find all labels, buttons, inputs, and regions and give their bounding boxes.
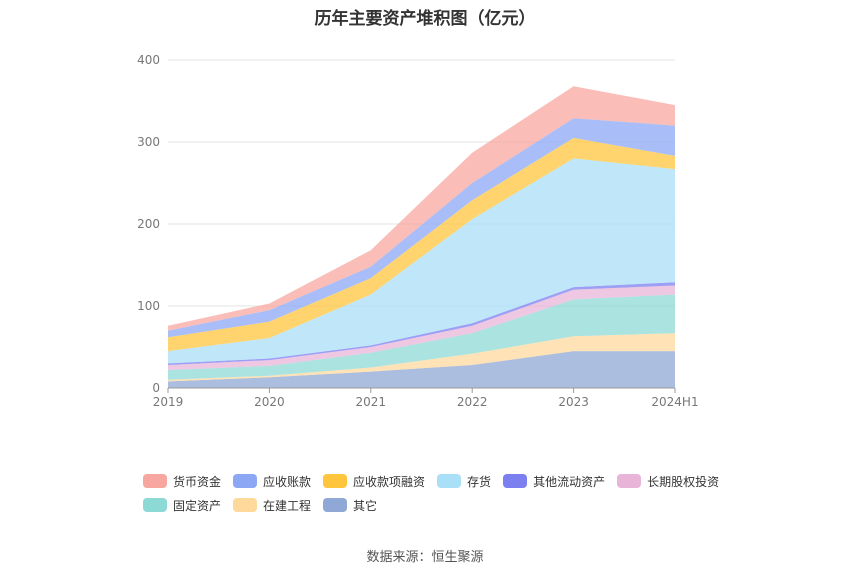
legend-item[interactable]: 其它 — [323, 497, 377, 513]
area-series-0 — [168, 351, 675, 388]
x-tick-label: 2024H1 — [651, 395, 698, 409]
area-series-5 — [168, 158, 675, 364]
y-tick-label: 200 — [137, 217, 160, 231]
area-series-3 — [168, 285, 675, 370]
x-tick-label: 2019 — [153, 395, 184, 409]
legend-label: 其它 — [353, 498, 378, 513]
legend-swatch — [143, 474, 167, 488]
area-series-2 — [168, 294, 675, 380]
area-series-1 — [168, 333, 675, 382]
chart-title: 历年主要资产堆积图（亿元） — [314, 9, 536, 29]
legend-label: 其他流动资产 — [533, 474, 606, 489]
y-tick-label: 300 — [137, 135, 160, 149]
legend-item[interactable]: 其他流动资产 — [503, 473, 605, 489]
legend-label: 长期股权投资 — [647, 474, 720, 489]
legend-swatch — [503, 474, 528, 488]
x-tick-label: 2021 — [356, 395, 387, 409]
y-tick-label: 0 — [152, 381, 160, 395]
legend-label: 固定资产 — [173, 498, 222, 513]
area-series-7 — [168, 118, 675, 338]
y-tick-label: 100 — [137, 299, 160, 313]
y-tick-label: 400 — [137, 53, 160, 67]
legend-item[interactable]: 应收款项融资 — [323, 473, 425, 489]
legend-swatch — [323, 474, 348, 488]
legend-item[interactable]: 长期股权投资 — [617, 473, 719, 489]
legend-swatch — [437, 474, 462, 488]
legend-label: 货币资金 — [173, 474, 222, 489]
legend-item[interactable]: 货币资金 — [143, 473, 221, 489]
data-source-note: 数据来源：恒生聚源 — [366, 550, 484, 565]
x-tick-label: 2020 — [254, 395, 285, 409]
legend-swatch — [233, 474, 258, 488]
x-tick-label: 2022 — [457, 395, 488, 409]
legend-swatch — [143, 498, 167, 512]
legend-label: 应收账款 — [263, 474, 312, 489]
area-series-8 — [168, 86, 675, 331]
legend-swatch — [617, 474, 642, 488]
area-series-6 — [168, 137, 675, 352]
legend-label: 应收款项融资 — [353, 474, 426, 489]
legend-item[interactable]: 固定资产 — [143, 497, 221, 513]
legend-swatch — [323, 498, 348, 512]
legend-item[interactable]: 应收账款 — [233, 473, 311, 489]
legend-label: 存货 — [467, 474, 492, 489]
legend-swatch — [233, 498, 258, 512]
legend-item[interactable]: 存货 — [437, 473, 491, 489]
x-tick-label: 2023 — [558, 395, 589, 409]
legend-label: 在建工程 — [263, 498, 312, 513]
chart-legend: 货币资金 应收账款 应收款项融资 存货 其他流动资产 长期股权投资固定资产 在建工程 其它 — [143, 473, 743, 513]
legend-item[interactable]: 在建工程 — [233, 497, 311, 513]
